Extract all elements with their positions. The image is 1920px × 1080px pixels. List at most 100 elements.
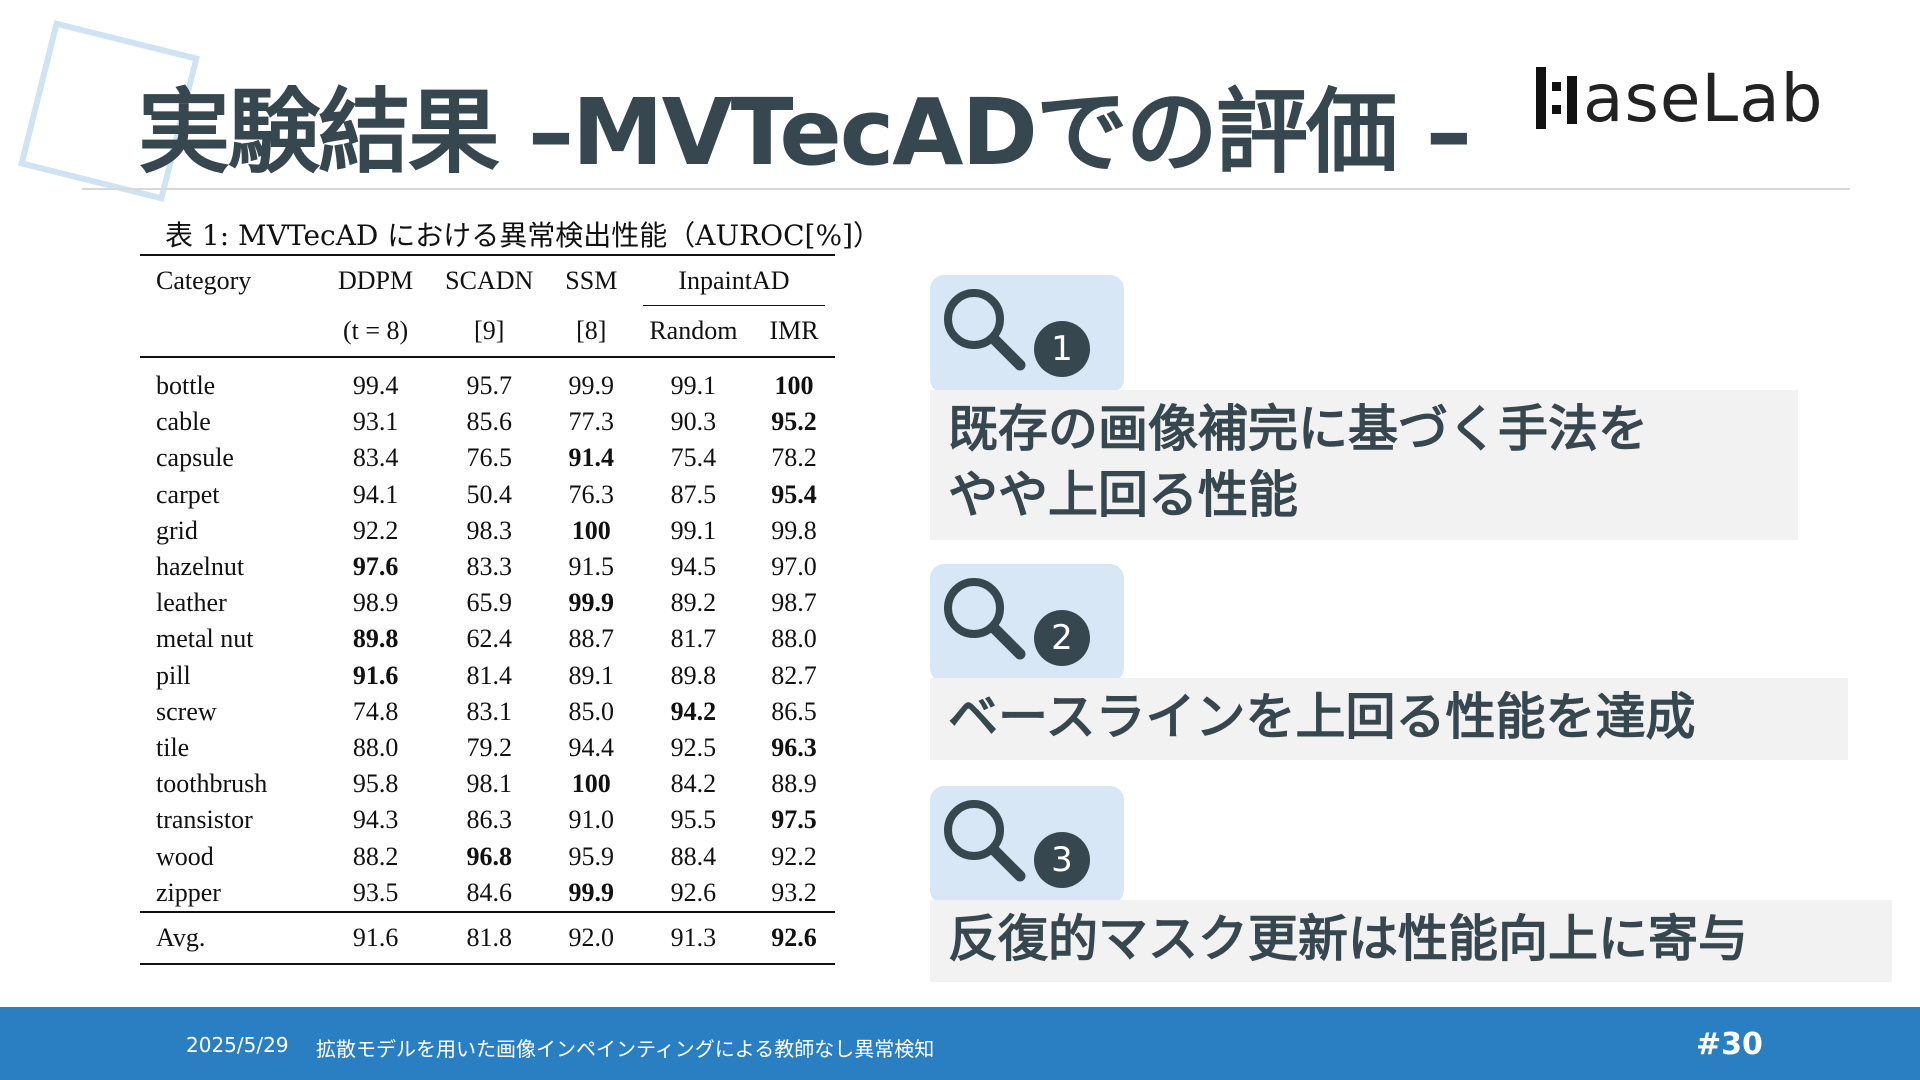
callout-3-text: 反復的マスク更新は性能向上に寄与	[930, 900, 1892, 982]
callout-2-line-1: ベースラインを上回る性能を達成	[948, 688, 1696, 746]
value-cell: 86.5	[771, 696, 817, 726]
table-row: grid 92.2 98.3 100 99.1 99.8	[140, 513, 835, 549]
header-category: Category	[140, 254, 322, 306]
search-icon	[944, 289, 1026, 371]
value-cell: 76.3	[568, 479, 615, 509]
value-cell: 85.6	[466, 407, 512, 437]
value-cell: 99.9	[568, 877, 615, 907]
value-cell: 81.4	[466, 660, 512, 690]
table-row: metal nut 89.8 62.4 88.7 81.7 88.0	[140, 621, 835, 657]
value-cell: 96.3	[771, 732, 817, 762]
value-cell: 96.8	[466, 841, 512, 871]
value-cell: 97.0	[771, 552, 817, 582]
callout-3-icon-box: 3	[930, 786, 1124, 904]
category-cell: hazelnut	[156, 552, 245, 582]
callout-number-badge: 2	[1034, 610, 1090, 666]
value-cell: 79.2	[466, 732, 512, 762]
value-cell: 88.9	[771, 769, 817, 799]
table-row: pill 91.6 81.4 89.1 89.8 82.7	[140, 658, 835, 694]
value-cell: 94.1	[352, 479, 399, 509]
value-cell: 98.1	[466, 769, 512, 799]
header-scadn: SCADN	[429, 254, 550, 306]
category-cell: tile	[156, 732, 190, 762]
value-cell: 88.2	[352, 841, 399, 871]
value-cell: 91.6	[352, 660, 399, 690]
value-cell: 83.3	[466, 552, 512, 582]
value-cell: 93.2	[771, 877, 817, 907]
category-cell: capsule	[156, 443, 234, 473]
footer-title: 拡散モデルを用いた画像インペインティングによる教師なし異常検知	[316, 1037, 935, 1061]
value-cell: 94.4	[568, 732, 615, 762]
category-cell: bottle	[156, 371, 216, 401]
average-cell: 91.6	[322, 910, 430, 965]
table-row: leather 98.9 65.9 99.9 89.2 98.7	[140, 585, 835, 621]
category-cell: cable	[156, 407, 211, 437]
category-cell: pill	[156, 660, 191, 690]
title-divider	[82, 188, 1850, 190]
subheader-ddpm: (t = 8)	[322, 306, 430, 358]
subheader-random: Random	[633, 306, 754, 358]
logo-mark-icon	[1536, 67, 1577, 129]
value-cell: 75.4	[670, 443, 717, 473]
average-cell: 91.3	[633, 910, 754, 965]
search-icon	[944, 800, 1026, 882]
value-cell: 89.8	[670, 660, 717, 690]
footer-bar: 2025/5/29 拡散モデルを用いた画像インペインティングによる教師なし異常検…	[0, 1007, 1920, 1080]
value-cell: 88.4	[670, 841, 717, 871]
header-ddpm: DDPM	[322, 254, 430, 306]
value-cell: 84.6	[466, 877, 512, 907]
category-cell: leather	[156, 588, 227, 618]
value-cell: 94.5	[670, 552, 717, 582]
logo-text: aseLab	[1583, 59, 1824, 137]
callout-1-line-1: 既存の画像補完に基づく手法を	[948, 400, 1648, 458]
value-cell: 74.8	[352, 696, 399, 726]
value-cell: 92.2	[352, 515, 399, 545]
value-cell: 99.8	[771, 515, 817, 545]
category-cell: zipper	[156, 877, 221, 907]
average-label: Avg.	[140, 910, 322, 965]
footer-date: 2025/5/29	[186, 1033, 289, 1057]
value-cell: 99.1	[670, 371, 717, 401]
value-cell: 90.3	[670, 407, 717, 437]
search-icon	[944, 578, 1026, 660]
subheader-ssm: [8]	[549, 306, 634, 358]
table-row: capsule 83.4 76.5 91.4 75.4 78.2	[140, 440, 835, 476]
value-cell: 88.0	[771, 624, 817, 654]
value-cell: 98.3	[466, 515, 512, 545]
value-cell: 92.2	[771, 841, 817, 871]
value-cell: 83.1	[466, 696, 512, 726]
value-cell: 92.5	[670, 732, 717, 762]
value-cell: 99.1	[670, 515, 717, 545]
value-cell: 93.1	[352, 407, 399, 437]
callout-number-badge: 1	[1034, 321, 1090, 377]
value-cell: 95.2	[771, 407, 817, 437]
table-row: zipper 93.5 84.6 99.9 92.6 93.2	[140, 875, 835, 912]
value-cell: 93.5	[352, 877, 399, 907]
value-cell: 81.7	[670, 624, 717, 654]
value-cell: 91.4	[568, 443, 615, 473]
category-cell: carpet	[156, 479, 220, 509]
callout-number-badge: 3	[1034, 832, 1090, 888]
value-cell: 62.4	[466, 624, 512, 654]
value-cell: 95.9	[568, 841, 615, 871]
table-body: bottle 99.4 95.7 99.9 99.1 100 cable 93.1 85.6 77…	[140, 357, 835, 912]
category-cell: grid	[156, 515, 198, 545]
value-cell: 94.3	[352, 805, 399, 835]
callout-3-line-1: 反復的マスク更新は性能向上に寄与	[948, 910, 1748, 968]
table-row: hazelnut 97.6 83.3 91.5 94.5 97.0	[140, 549, 835, 585]
average-row: Avg. 91.6 81.8 92.0 91.3 92.6	[140, 910, 835, 965]
average-cell: 92.0	[549, 910, 634, 965]
category-cell: toothbrush	[156, 769, 268, 799]
table-row: carpet 94.1 50.4 76.3 87.5 95.4	[140, 477, 835, 513]
value-cell: 88.0	[352, 732, 399, 762]
value-cell: 99.9	[568, 588, 615, 618]
table-row: bottle 99.4 95.7 99.9 99.1 100	[140, 357, 835, 404]
results-table: Category DDPM SCADN SSM InpaintAD (t = 8…	[140, 254, 835, 965]
average-cell: 92.6	[753, 910, 835, 965]
value-cell: 94.2	[670, 696, 717, 726]
table-row: screw 74.8 83.1 85.0 94.2 86.5	[140, 694, 835, 730]
value-cell: 89.8	[352, 624, 399, 654]
callout-1-line-2: やや上回る性能	[948, 466, 1298, 524]
callout-2-icon-box: 2	[930, 564, 1124, 682]
value-cell: 88.7	[568, 624, 615, 654]
